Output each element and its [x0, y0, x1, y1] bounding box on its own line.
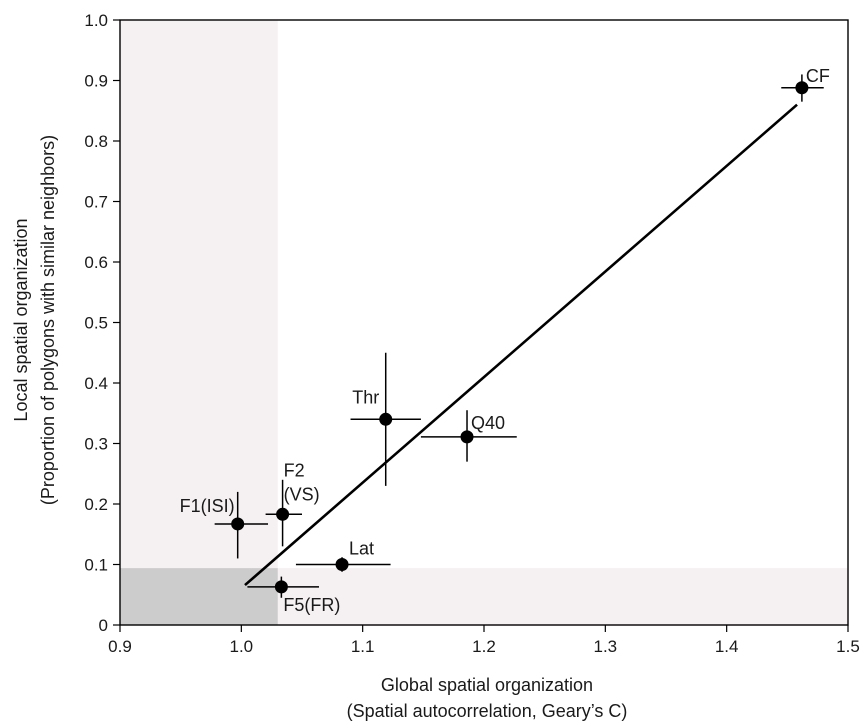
x-tick-label: 1.2: [472, 637, 496, 656]
y-tick-label: 1.0: [84, 11, 108, 30]
y-tick-label: 0.1: [84, 556, 108, 575]
y-tick-label: 0.7: [84, 193, 108, 212]
x-tick-label: 1.1: [351, 637, 375, 656]
point-label: F1(ISI): [180, 496, 235, 516]
x-axis: 0.9 1.0 1.1 1.2 1.3 1.4 1.5: [108, 625, 860, 656]
x-tick-label: 0.9: [108, 637, 132, 656]
y-tick-label: 0.4: [84, 374, 108, 393]
y-tick-label: 0.3: [84, 435, 108, 454]
data-point: [335, 558, 349, 571]
shaded-regions: [120, 20, 848, 625]
x-tick-label: 1.0: [230, 637, 254, 656]
y-tick-label: 0.9: [84, 72, 108, 91]
y-axis: 0 0.1 0.2 0.3 0.4 0.5 0.6 0.7 0.8 0.9 1.0: [84, 11, 120, 635]
point-label: Lat: [349, 539, 374, 559]
point-label: F5(FR): [283, 595, 340, 615]
data-point: [795, 81, 809, 95]
y-axis-subtitle: (Proportion of polygons with similar nei…: [38, 135, 58, 505]
y-tick-label: 0.2: [84, 495, 108, 514]
data-point: [460, 430, 474, 444]
y-tick-label: 0.6: [84, 253, 108, 272]
regression-line: [244, 103, 798, 587]
y-axis-title: Local spatial organization: [11, 218, 31, 421]
data-point: [231, 517, 245, 531]
data-points: CF Thr Q40 F2 (VS) F1(ISI) Lat F5(FR): [180, 66, 830, 615]
x-axis-title: Global spatial organization: [381, 675, 593, 695]
x-tick-label: 1.3: [594, 637, 618, 656]
y-tick-label: 0: [99, 616, 108, 635]
x-tick-label: 1.4: [715, 637, 739, 656]
point-label: Thr: [352, 387, 379, 407]
shaded-region-0: [120, 20, 278, 625]
y-tick-label: 0.8: [84, 132, 108, 151]
y-tick-label: 0.5: [84, 314, 108, 333]
shaded-region-2: [120, 568, 278, 625]
point-label: F2 (VS): [284, 460, 320, 504]
data-point: [274, 580, 288, 594]
data-point: [379, 412, 393, 426]
data-point: [276, 507, 290, 521]
point-label: CF: [806, 66, 830, 86]
x-axis-subtitle: (Spatial autocorrelation, Geary’s C): [347, 701, 628, 721]
x-tick-label: 1.5: [836, 637, 860, 656]
point-label: Q40: [471, 413, 505, 433]
